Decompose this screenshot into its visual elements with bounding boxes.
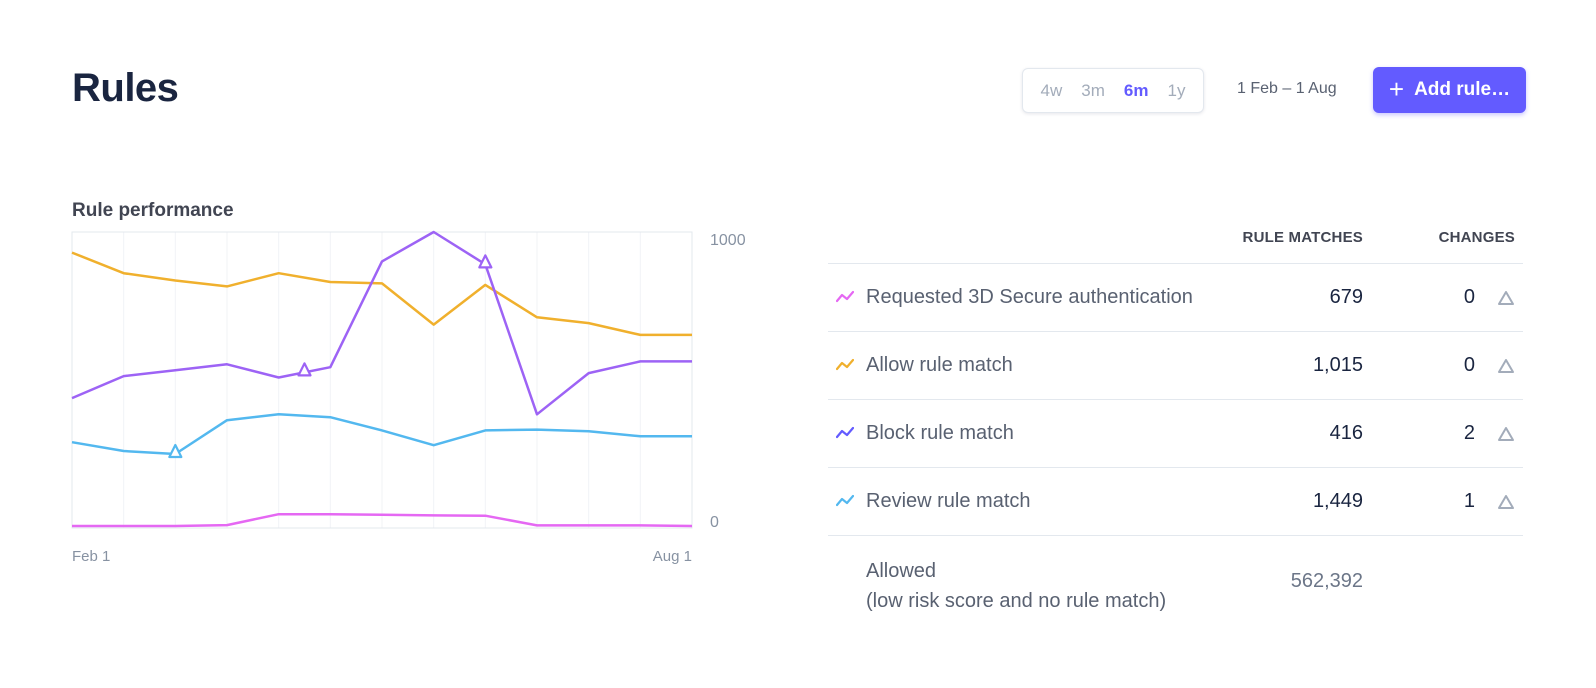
chart-grid <box>123 232 641 528</box>
rules-table: RULE MATCHES CHANGES Requested 3D Secure… <box>828 220 1523 628</box>
allowed-label: Allowed (low risk score and no rule matc… <box>866 556 1166 616</box>
table-header: RULE MATCHES CHANGES <box>828 220 1523 264</box>
rule-performance-chart: 1000 0 Feb 1 Aug 1 <box>71 230 746 565</box>
rule-matches: 1,015 <box>1312 354 1363 376</box>
table-row[interactable]: Block rule match 416 2 <box>828 400 1523 468</box>
rule-changes: 0 <box>1463 354 1475 376</box>
table-row[interactable]: Requested 3D Secure authentication 679 0 <box>828 264 1523 332</box>
y-tick-bottom: 0 <box>710 514 719 531</box>
rule-changes: 0 <box>1463 286 1475 308</box>
rule-changes: 1 <box>1463 490 1475 512</box>
rule-changes: 2 <box>1463 422 1475 444</box>
change-marker[interactable] <box>478 254 493 269</box>
range-3m-button[interactable]: 3m <box>1081 80 1105 100</box>
rule-label: Block rule match <box>866 422 1014 444</box>
add-rule-button[interactable]: + Add rule… <box>1373 67 1526 113</box>
y-tick-top: 1000 <box>710 232 746 249</box>
table-row[interactable]: Allow rule match 1,015 0 <box>828 332 1523 400</box>
add-rule-label: Add rule… <box>1414 79 1511 100</box>
chart-markers <box>168 254 493 459</box>
rule-matches: 416 <box>1329 422 1363 444</box>
delta-icon[interactable] <box>1497 358 1515 374</box>
trend-icon <box>836 358 854 371</box>
delta-icon[interactable] <box>1497 426 1515 442</box>
range-4w-button[interactable]: 4w <box>1040 80 1063 100</box>
col-header-rule-matches[interactable]: RULE MATCHES <box>1242 229 1363 246</box>
range-1y-button[interactable]: 1y <box>1167 80 1186 100</box>
col-header-changes[interactable]: CHANGES <box>1438 229 1515 246</box>
allowed-label-line2: (low risk score and no rule match) <box>866 590 1167 612</box>
allowed-value: 562,392 <box>1290 570 1363 592</box>
series-line <box>71 251 692 337</box>
page-title: Rules <box>72 66 179 110</box>
rule-label: Allow rule match <box>866 354 1013 376</box>
x-tick-end: Aug 1 <box>653 548 692 565</box>
rule-label: Requested 3D Secure authentication <box>866 286 1193 308</box>
chart-title: Rule performance <box>72 200 234 221</box>
trend-icon <box>836 426 854 439</box>
allowed-row: Allowed (low risk score and no rule matc… <box>828 536 1523 628</box>
date-range-label[interactable]: 1 Feb – 1 Aug <box>1237 80 1337 97</box>
rule-label: Review rule match <box>866 490 1031 512</box>
allowed-label-line1: Allowed <box>866 560 937 582</box>
change-marker[interactable] <box>168 443 183 459</box>
rule-matches: 679 <box>1329 286 1363 308</box>
series-line <box>72 512 693 528</box>
trend-icon <box>836 494 854 507</box>
delta-icon[interactable] <box>1497 290 1515 306</box>
table-row[interactable]: Review rule match 1,449 1 <box>828 468 1523 536</box>
series-line <box>71 230 692 416</box>
change-marker[interactable] <box>297 362 312 377</box>
range-6m-button[interactable]: 6m <box>1123 80 1149 100</box>
plus-icon: + <box>1388 74 1405 104</box>
x-tick-start: Feb 1 <box>72 548 110 565</box>
delta-icon[interactable] <box>1497 494 1515 510</box>
rule-matches: 1,449 <box>1312 490 1363 512</box>
time-range-selector: 4w 3m 6m 1y <box>1022 68 1204 113</box>
plot-border <box>71 231 693 529</box>
trend-icon <box>836 290 854 303</box>
